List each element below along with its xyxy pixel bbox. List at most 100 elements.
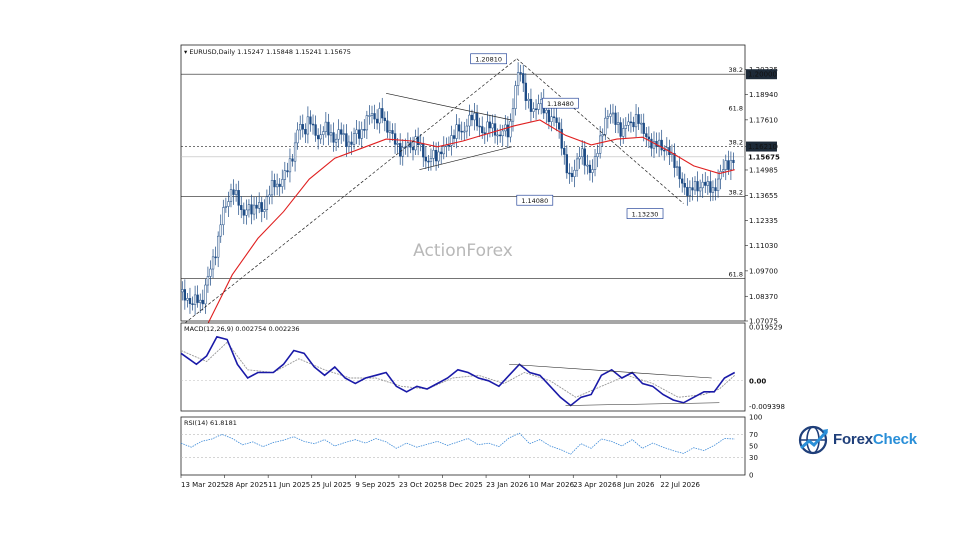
last-price-label: 1.15675 [748, 153, 780, 161]
x-tick-label: 23 Jan 2026 [486, 481, 529, 489]
candle-body [199, 299, 202, 303]
candle-body [611, 112, 615, 115]
x-tick-label: 23 Apr 2026 [573, 481, 617, 489]
candle-body [193, 294, 197, 305]
candle-body [709, 181, 712, 193]
candle-body [214, 256, 217, 259]
candle-body [701, 181, 704, 189]
fib-label: 38.2 [729, 66, 743, 74]
candle-body [637, 114, 640, 124]
candle-body [688, 187, 692, 196]
candle-body [591, 169, 594, 173]
macd-header: MACD(12,26,9) 0.002754 0.002236 [184, 325, 300, 333]
candle-body [222, 207, 225, 226]
candle-body [219, 224, 222, 237]
candle-body [560, 128, 563, 149]
macd-line [180, 335, 736, 407]
candle-body [724, 160, 727, 170]
price-tick-label: 1.12335 [749, 217, 778, 225]
macd-panel: MACD(12,26,9) 0.002754 0.002236 0.019529 0… [180, 322, 785, 412]
candle-body [570, 173, 574, 177]
candle-body [275, 183, 279, 188]
candle-body [455, 124, 458, 139]
candle-body [317, 135, 320, 140]
rsi-panel-frame [180, 416, 746, 476]
watermark: ActionForex [413, 241, 513, 261]
candle-body [350, 141, 353, 145]
price-tick-label: 1.18940 [749, 91, 778, 99]
candle-body [545, 109, 548, 114]
candle-body [532, 108, 535, 112]
candle-body [201, 299, 204, 305]
x-tick-label: 11 Jun 2025 [268, 481, 310, 489]
candle-body [529, 98, 533, 112]
price-tick-label: 1.14985 [749, 166, 778, 174]
candle-body [345, 133, 348, 147]
x-axis: 13 Mar 2025 28 Apr 2025 11 Jun 2025 25 Jul … [180, 475, 701, 489]
candle-body [583, 148, 586, 166]
candle-body [278, 183, 281, 187]
price-tick-label: 1.13655 [749, 192, 778, 200]
macd-tick-label: 0.019529 [749, 324, 782, 332]
candle-body [652, 140, 656, 149]
candle-body [414, 136, 417, 151]
candle-body [496, 134, 499, 137]
candle-body [586, 164, 589, 167]
candle-body [309, 116, 312, 125]
candle-body [683, 183, 686, 188]
candle-body [322, 131, 325, 135]
rsi-tick-label: 0 [749, 472, 753, 480]
candle-body [304, 129, 307, 135]
candle-body [614, 112, 617, 125]
candle-body [450, 135, 453, 146]
candle-body [686, 186, 689, 196]
rsi-line [180, 432, 735, 455]
candle-body [675, 166, 679, 169]
candle-body [729, 159, 733, 170]
candle-body [681, 178, 684, 184]
price-tick-label: 1.11030 [749, 242, 778, 250]
candle-body [211, 256, 215, 270]
price-annotation: 1.13230 [632, 211, 659, 219]
price-annotation-box [542, 97, 579, 109]
candle-body [573, 169, 576, 177]
candle-body [478, 125, 481, 128]
candle-body [334, 138, 338, 143]
candle-body [645, 133, 648, 138]
candle-body [437, 151, 440, 162]
candle-body [286, 170, 289, 173]
candle-body [422, 143, 425, 158]
candle-body [460, 130, 463, 133]
candle-body [283, 170, 286, 180]
price-annotation-box [626, 208, 664, 219]
candle-body [696, 181, 699, 192]
candle-body [360, 129, 363, 139]
candle-body [555, 117, 558, 123]
candle-body [642, 122, 645, 134]
fib-label: 38.2 [729, 139, 743, 147]
candle-body [634, 114, 638, 128]
candle-body [352, 133, 356, 145]
globe-icon [798, 425, 829, 455]
candle-body [378, 108, 381, 124]
candle-body [663, 149, 666, 152]
price-annotation-box [470, 53, 507, 65]
x-tick-label: 28 Apr 2025 [225, 481, 268, 489]
candle-body [196, 294, 199, 303]
candle-body [442, 146, 445, 155]
rsi-panel: RSI(14) 61.8181 100 70 50 30 0 [180, 414, 762, 480]
candle-body [411, 146, 415, 151]
candle-body [698, 187, 702, 192]
candle-body [593, 156, 597, 170]
level-box [746, 69, 777, 80]
candle-body [393, 133, 397, 145]
candle-body [281, 179, 284, 187]
candle-body [470, 114, 474, 121]
candle-body [716, 178, 720, 191]
candle-body [381, 108, 384, 119]
candle-body [234, 190, 238, 195]
candle-body [706, 181, 709, 186]
level-box-label: 1.20000 [748, 71, 777, 79]
candle-body [311, 123, 315, 126]
